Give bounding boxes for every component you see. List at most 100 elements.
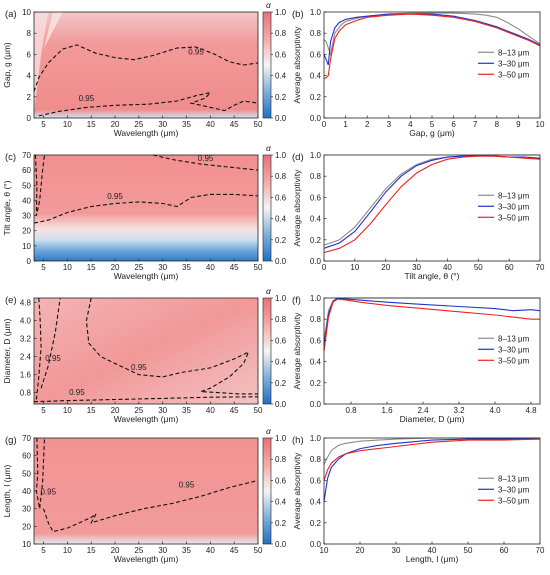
contour-line [40,297,61,389]
contour-label: 0.95 [107,192,123,201]
x-tick-label: 40 [443,263,452,272]
series-line [323,298,540,352]
colorbar [262,437,272,545]
x-tick-label: 3.2 [453,406,465,415]
x-tick-label: 7 [473,120,478,129]
x-tick-label: 60 [505,263,514,272]
contour-label: 0.95 [198,154,214,163]
panel-label: (d) [292,152,304,163]
y-tick-label: 0 [27,114,32,123]
y-tick-label: 0.2 [310,379,322,388]
plot-frame [33,154,259,262]
colorbar-tick-label: 1.0 [275,8,287,17]
panel-label: (h) [292,435,304,446]
legend-entry: 8–13 μm [498,474,530,483]
contour-label: 0.95 [79,94,95,103]
x-tick-label: 8 [495,120,500,129]
x-tick-label: 40 [206,120,215,129]
colorbar-tick-label: 0.8 [275,455,287,464]
x-tick-label: 20 [381,263,390,272]
colorbar-tick-label: 0.4 [275,498,287,507]
x-axis-label: Wavelength (μm) [114,271,179,281]
y-tick-label: 20 [22,227,31,236]
plot-frame [33,11,259,119]
x-tick-label: 40 [206,406,215,415]
x-tick-label: 20 [356,546,365,555]
y-tick-label: 6 [27,50,32,59]
heatmap-field [34,438,258,544]
colorbar [262,154,272,262]
y-tick-label: 3.2 [20,335,32,344]
legend-entry: 8–13 μm [498,48,530,57]
x-tick-label: 6 [451,120,456,129]
legend-entry: 8–13 μm [498,191,530,200]
y-tick-label: 40 [22,196,31,205]
heatmap-field [34,12,258,118]
y-tick-label: 0.2 [310,236,322,245]
x-tick-label: 30 [158,406,167,415]
x-tick-label: 4.0 [489,406,501,415]
colorbar-tick-label: 0.6 [275,193,287,202]
heatmap-field [34,155,258,261]
x-tick-label: 50 [254,120,263,129]
x-tick-label: 10 [536,120,545,129]
x-tick-label: 35 [182,406,191,415]
x-tick-label: 2.4 [417,406,429,415]
colorbar-tick-label: 0.0 [275,400,287,409]
y-tick-label: 0.0 [310,400,322,409]
colorbar-label: α [266,143,272,153]
x-tick-label: 15 [87,120,96,129]
x-tick-label: 10 [350,263,359,272]
colorbar-tick-label: 0.8 [275,29,287,38]
contour-line [35,297,42,400]
contour-label: 0.95 [45,354,61,363]
y-axis-label: Average absorptivity [292,169,302,247]
y-axis-label: Average absorptivity [292,312,302,390]
legend-entry: 3–50 μm [498,213,530,222]
colorbar-tick-label: 0.6 [275,336,287,345]
colorbar-tick-label: 1.0 [275,434,287,443]
legend-entry: 3–30 μm [498,485,530,494]
x-tick-label: 35 [182,263,191,272]
contour-line [152,154,259,171]
x-tick-label: 50 [254,546,263,555]
y-tick-label: 0.6 [310,476,322,485]
y-tick-label: 0.0 [310,257,322,266]
y-tick-label: 0 [27,257,32,266]
y-tick-label: 0.0 [310,114,322,123]
contour-label: 0.95 [131,363,147,372]
y-axis-label: Length, l (μm) [2,465,12,518]
series-line [323,438,541,481]
y-tick-label: 4.8 [20,299,32,308]
x-axis-label: Diameter, D (μm) [400,414,465,424]
panel-f: (f) 8–13 μm 3–30 μm 3–50 μm 0.8 1.6 2.4 3.2 4.0 4… [292,294,541,424]
panel-label: (g) [5,435,17,446]
x-tick-label: 40 [428,546,437,555]
y-tick-label: 20 [22,522,31,531]
heatmap-field [34,298,258,404]
x-tick-label: 10 [63,406,72,415]
y-tick-label: 60 [22,452,31,461]
x-tick-label: 70 [536,546,545,555]
x-tick-label: 5 [41,546,46,555]
x-tick-label: 10 [320,546,329,555]
x-tick-label: 25 [134,120,143,129]
y-axis-label: Gap, g (μm) [2,42,12,88]
y-tick-label: 8 [27,29,32,38]
panel-label: (a) [5,9,17,20]
legend-entry: 8–13 μm [498,334,530,343]
y-tick-label: 1.0 [310,151,322,160]
x-tick-label: 9 [516,120,521,129]
x-axis-label: Wavelength (μm) [114,414,179,424]
y-tick-label: 4.0 [20,317,32,326]
y-tick-label: 4 [27,72,32,81]
x-tick-label: 25 [134,546,143,555]
y-tick-label: 70 [22,151,31,160]
y-tick-label: 0.8 [310,29,322,38]
panel-b: (b) 8–13 μm 3–30 μm 3–50 μm 0 1 2 3 4 5 6 7 8 9 10 0.0 0… [292,8,545,138]
colorbar-tick-label: 0.8 [275,315,287,324]
y-axis-label: Tilt angle, θ (°) [2,180,12,235]
x-tick-label: 45 [230,406,239,415]
colorbar-tick-label: 0.0 [275,257,287,266]
